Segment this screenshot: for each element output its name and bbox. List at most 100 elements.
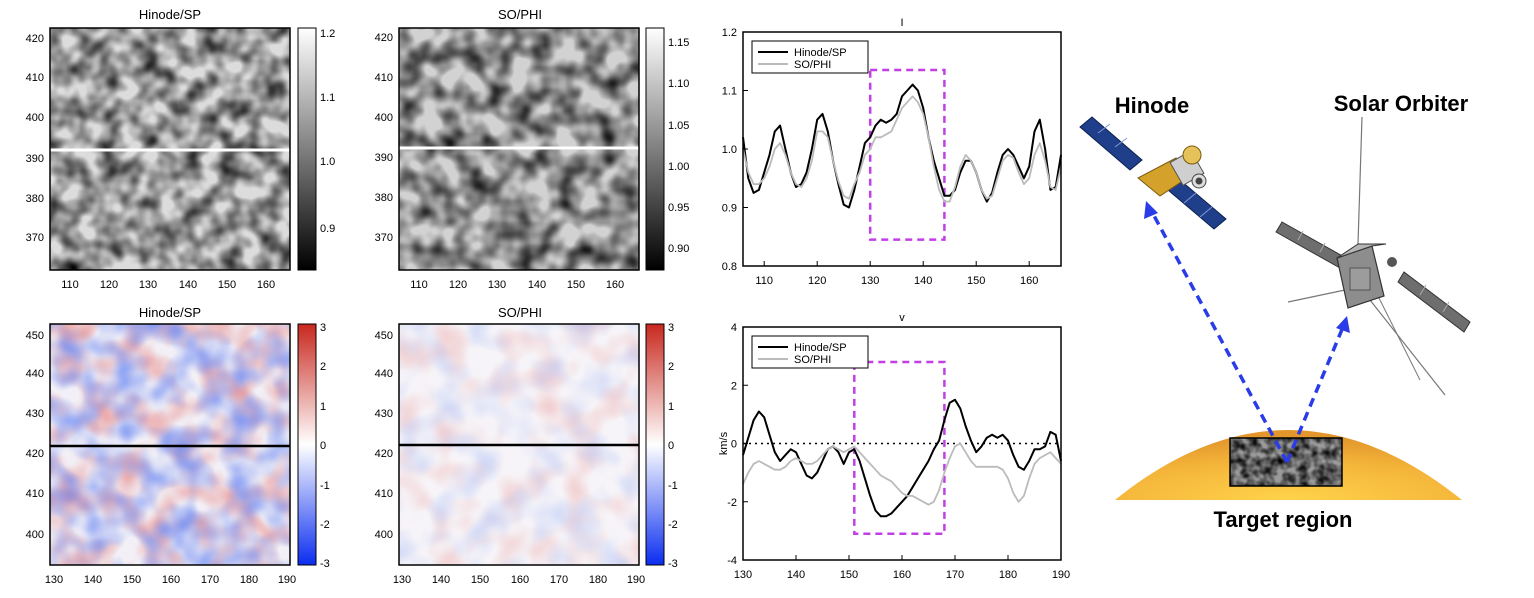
phi-velocity-title: SO/PHI	[498, 305, 542, 320]
y-axis-label: km/s	[718, 431, 730, 455]
y-tick-label: 420	[375, 448, 393, 460]
cbar-tick-label: 2	[320, 361, 326, 373]
x-tick-label: 140	[432, 574, 450, 586]
hinode-velocity-xticks: 130 140 150 160 170 180 190	[45, 574, 296, 586]
hinode-intensity-colorbar	[298, 28, 316, 270]
phi-velocity-yticks: 450 440 430 420 410 400	[375, 330, 393, 541]
cbar-tick-label: 1.2	[320, 28, 335, 40]
y-tick-label: 450	[26, 330, 44, 342]
x-tick-label: 130	[861, 275, 879, 287]
intensity-profile-plot: I 110 120 130 140 150 160 1.2 1.1 1.0 0.9 0.8 Hinode…	[722, 17, 1061, 287]
phi-intensity-title: SO/PHI	[498, 7, 542, 22]
x-tick-label: 160	[257, 279, 275, 291]
x-tick-label: 140	[914, 275, 932, 287]
x-tick-label: 150	[840, 569, 858, 581]
x-tick-label: 150	[471, 574, 489, 586]
y-tick-label: 410	[375, 488, 393, 500]
y-tick-label: 400	[375, 112, 393, 124]
x-tick-label: 130	[139, 279, 157, 291]
x-tick-label: 180	[240, 574, 258, 586]
cbar-tick-label: 0	[320, 440, 326, 452]
velocity-profile-plot: v 130 140 150 160 170 180 190 4 2 0 -2 -4 km/s Hinode/…	[718, 312, 1070, 581]
y-tick-label: 440	[26, 368, 44, 380]
x-tick-label: 160	[893, 569, 911, 581]
cbar-tick-label: -3	[320, 558, 330, 570]
x-tick-label: 190	[278, 574, 296, 586]
y-tick-label: 410	[26, 488, 44, 500]
y-tick-label: 0.9	[722, 203, 737, 215]
y-tick-label: 0.8	[722, 261, 737, 273]
y-tick-label: 420	[375, 32, 393, 44]
spacecraft-diagram: Target region Hinode Solar Orbiter	[1080, 91, 1470, 532]
x-tick-label: 190	[1052, 569, 1070, 581]
series-line-hinode-sp	[743, 400, 1061, 517]
y-tick-label: 450	[375, 330, 393, 342]
cbar-tick-label: 0.90	[668, 243, 689, 255]
y-tick-label: 380	[26, 193, 44, 205]
hinode-intensity-title: Hinode/SP	[139, 7, 201, 22]
y-tick-label: 410	[26, 72, 44, 84]
x-tick-label: 160	[606, 279, 624, 291]
phi-intensity-colorbar	[646, 28, 664, 270]
solar-orbiter-arrowhead-icon	[1336, 316, 1350, 333]
y-tick-label: 370	[375, 232, 393, 244]
y-tick-label: 400	[26, 112, 44, 124]
x-tick-label: 130	[734, 569, 752, 581]
x-tick-label: 110	[61, 279, 79, 291]
cbar-tick-label: 1	[320, 401, 326, 413]
y-tick-label: 0	[731, 439, 737, 451]
cbar-tick-label: 1.10	[668, 78, 689, 90]
plot-title: v	[899, 312, 905, 324]
hinode-velocity-map-panel: Hinode/SP 450 440 430 420 410 400 130 14…	[26, 305, 330, 586]
x-tick-label: 140	[179, 279, 197, 291]
x-tick-label: 150	[567, 279, 585, 291]
x-tick-label: 110	[755, 275, 773, 287]
cbar-tick-label: -3	[668, 558, 678, 570]
solar-orbiter-satellite-icon	[1276, 117, 1470, 395]
cbar-tick-label: 2	[668, 361, 674, 373]
cbar-tick-label: 0	[668, 440, 674, 452]
plot-title: I	[900, 17, 903, 29]
x-tick-label: 190	[627, 574, 645, 586]
y-tick-label: 390	[375, 152, 393, 164]
x-tick-label: 180	[589, 574, 607, 586]
legend-label: Hinode/SP	[794, 342, 847, 354]
x-tick-label: 150	[218, 279, 236, 291]
phi-velocity-map-panel: SO/PHI 450 440 430 420 410 400 130 140 1…	[375, 305, 678, 586]
series-line-so-phi	[743, 96, 1061, 201]
x-tick-label: 150	[967, 275, 985, 287]
hinode-velocity-title: Hinode/SP	[139, 305, 201, 320]
x-tick-label: 110	[410, 279, 428, 291]
x-tick-label: 150	[123, 574, 141, 586]
legend-label: SO/PHI	[794, 59, 831, 71]
y-tick-label: 420	[26, 33, 44, 45]
x-tick-label: 130	[488, 279, 506, 291]
hinode-label: Hinode	[1115, 93, 1190, 118]
hinode-intensity-cbar-ticks: 1.2 1.1 1.0 0.9	[320, 28, 335, 235]
x-tick-label: 130	[45, 574, 63, 586]
hinode-intensity-xticks: 110 120 130 140 150 160	[61, 279, 275, 291]
target-region-label: Target region	[1214, 507, 1353, 532]
legend-label: Hinode/SP	[794, 47, 847, 59]
phi-intensity-map-panel: SO/PHI 420 410 400 390 380 370 110 120 1…	[375, 7, 690, 291]
x-tick-label: 160	[1020, 275, 1038, 287]
y-tick-label: 4	[731, 322, 737, 334]
phi-velocity-colorbar	[646, 324, 664, 565]
x-tick-label: 140	[528, 279, 546, 291]
hinode-velocity-yticks: 450 440 430 420 410 400	[26, 330, 44, 541]
y-tick-label: 370	[26, 232, 44, 244]
x-tick-label: 160	[511, 574, 529, 586]
hinode-velocity-blueshift-texture	[50, 324, 290, 565]
y-tick-label: 400	[26, 529, 44, 541]
y-tick-label: 430	[375, 408, 393, 420]
highlight-box	[854, 362, 944, 534]
phi-intensity-xticks: 110 120 130 140 150 160	[410, 279, 624, 291]
cbar-tick-label: 1.05	[668, 120, 689, 132]
cbar-tick-label: 0.9	[320, 223, 335, 235]
y-tick-label: 1.0	[722, 144, 737, 156]
x-tick-label: 160	[162, 574, 180, 586]
x-tick-label: 180	[999, 569, 1017, 581]
cbar-tick-label: -2	[668, 519, 678, 531]
hinode-sightline	[1152, 212, 1287, 462]
x-tick-label: 140	[787, 569, 805, 581]
